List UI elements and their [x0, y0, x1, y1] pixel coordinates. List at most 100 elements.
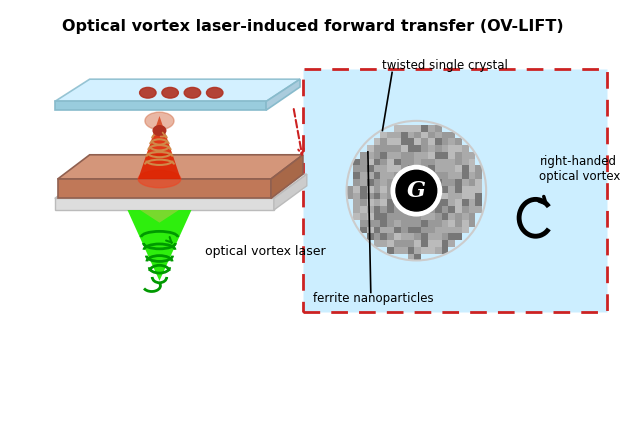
Bar: [401, 172, 408, 179]
Bar: [380, 227, 387, 233]
Bar: [401, 152, 408, 159]
Bar: [408, 159, 415, 165]
Bar: [435, 132, 441, 138]
Bar: [387, 199, 394, 206]
Bar: [401, 213, 408, 220]
Text: G: G: [407, 180, 426, 202]
Text: right-handed
optical vortex: right-handed optical vortex: [539, 155, 621, 183]
Circle shape: [396, 170, 437, 211]
Bar: [394, 138, 401, 145]
Bar: [360, 186, 367, 192]
Bar: [455, 220, 462, 227]
Bar: [380, 220, 387, 227]
Bar: [380, 132, 387, 138]
Bar: [360, 165, 367, 172]
Bar: [360, 206, 367, 213]
Bar: [421, 145, 428, 152]
Bar: [469, 199, 476, 206]
Bar: [476, 165, 482, 172]
Bar: [448, 145, 455, 152]
Bar: [415, 138, 421, 145]
Bar: [408, 192, 415, 199]
Bar: [469, 186, 476, 192]
Bar: [462, 179, 469, 186]
Bar: [394, 132, 401, 138]
Bar: [387, 227, 394, 233]
Bar: [462, 206, 469, 213]
Bar: [455, 186, 462, 192]
Bar: [428, 132, 435, 138]
Polygon shape: [266, 79, 300, 110]
Ellipse shape: [145, 112, 174, 129]
Bar: [435, 227, 441, 233]
Bar: [374, 240, 380, 247]
Bar: [387, 247, 394, 254]
Bar: [455, 206, 462, 213]
Bar: [435, 138, 441, 145]
Bar: [354, 165, 360, 172]
Bar: [401, 192, 408, 199]
Bar: [354, 206, 360, 213]
Bar: [367, 233, 374, 240]
Bar: [380, 138, 387, 145]
Bar: [428, 233, 435, 240]
Bar: [415, 179, 421, 186]
Bar: [462, 227, 469, 233]
Bar: [387, 220, 394, 227]
Bar: [435, 192, 441, 199]
Bar: [455, 145, 462, 152]
Bar: [380, 159, 387, 165]
Bar: [387, 206, 394, 213]
Bar: [415, 247, 421, 254]
Bar: [435, 247, 441, 254]
Bar: [394, 206, 401, 213]
Bar: [374, 152, 380, 159]
Bar: [394, 186, 401, 192]
Bar: [421, 159, 428, 165]
Bar: [408, 213, 415, 220]
Bar: [415, 220, 421, 227]
Bar: [448, 199, 455, 206]
Polygon shape: [55, 102, 266, 110]
Bar: [387, 192, 394, 199]
Polygon shape: [55, 198, 274, 210]
Bar: [469, 179, 476, 186]
Bar: [421, 247, 428, 254]
Ellipse shape: [184, 88, 201, 98]
Bar: [428, 240, 435, 247]
Bar: [367, 172, 374, 179]
Bar: [469, 159, 476, 165]
Bar: [421, 138, 428, 145]
Bar: [441, 199, 448, 206]
Polygon shape: [58, 179, 271, 198]
Bar: [428, 179, 435, 186]
Bar: [401, 159, 408, 165]
Bar: [435, 220, 441, 227]
Bar: [435, 240, 441, 247]
Bar: [394, 213, 401, 220]
Bar: [401, 247, 408, 254]
Bar: [448, 220, 455, 227]
Bar: [360, 213, 367, 220]
Bar: [354, 172, 360, 179]
Bar: [435, 152, 441, 159]
Text: optical vortex laser: optical vortex laser: [205, 245, 326, 258]
Bar: [394, 192, 401, 199]
Bar: [448, 240, 455, 247]
Bar: [374, 227, 380, 233]
Bar: [380, 233, 387, 240]
Bar: [441, 145, 448, 152]
Bar: [374, 165, 380, 172]
Bar: [455, 152, 462, 159]
Bar: [401, 240, 408, 247]
Bar: [401, 125, 408, 132]
Bar: [408, 233, 415, 240]
Circle shape: [391, 165, 441, 216]
Bar: [441, 247, 448, 254]
Bar: [441, 213, 448, 220]
Bar: [367, 145, 374, 152]
Polygon shape: [274, 174, 307, 210]
Bar: [360, 220, 367, 227]
Bar: [415, 206, 421, 213]
Bar: [462, 192, 469, 199]
